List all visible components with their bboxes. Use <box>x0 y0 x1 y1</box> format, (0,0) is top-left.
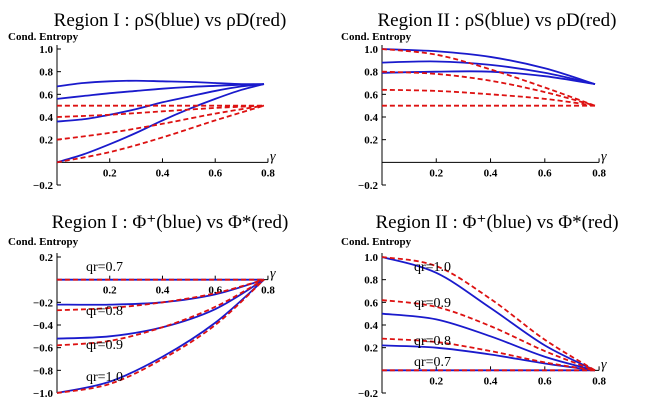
annotation-label: qr=0.9 <box>414 296 451 311</box>
y-tick-label: 0.2 <box>364 135 378 147</box>
y-tick-label: −1.0 <box>33 388 54 398</box>
y-tick-label: −0.6 <box>33 343 54 355</box>
chart-title: Region I : ρS(blue) vs ρD(red) <box>54 10 287 31</box>
y-tick-label: −0.2 <box>33 180 54 192</box>
series-line-red-8 <box>56 104 265 164</box>
y-axis-label: Cond. Entropy <box>8 236 79 248</box>
annotation-label: qr=1.0 <box>414 260 451 275</box>
series-line-red-4 <box>381 48 596 107</box>
series-line-blue-1 <box>381 48 596 85</box>
x-tick-label: 0.2 <box>429 375 443 387</box>
series-line-red-5 <box>381 70 596 107</box>
y-tick-label: 0.2 <box>39 252 53 264</box>
y-tick-label: 0.6 <box>364 297 378 309</box>
x-axis-label: γ <box>270 149 276 164</box>
series-line-blue-3 <box>56 83 265 123</box>
series-line-blue-2 <box>56 83 265 100</box>
y-axis-label: Cond. Entropy <box>341 236 412 248</box>
y-axis-label: Cond. Entropy <box>341 31 412 43</box>
annotation-label: qr=0.7 <box>414 355 451 370</box>
y-tick-label: −0.2 <box>358 388 379 398</box>
x-tick-label: 0.6 <box>538 167 552 179</box>
y-tick-label: 1.0 <box>364 252 378 264</box>
y-tick-label: 0.2 <box>364 343 378 355</box>
x-tick-label: 0.4 <box>484 375 498 387</box>
y-tick-label: 0.6 <box>39 89 53 101</box>
x-tick-label: 0.8 <box>592 167 606 179</box>
y-tick-label: 1.0 <box>364 44 378 56</box>
series-line-blue-2 <box>381 60 596 86</box>
annotation-label: qr=0.7 <box>86 260 123 275</box>
annotation-label: qr=0.9 <box>86 338 123 353</box>
chart-title: Region I : Φ⁺(blue) vs Φ*(red) <box>52 212 289 233</box>
chart-title: Region II : Φ⁺(blue) vs Φ*(red) <box>375 212 618 233</box>
y-tick-label: 0.8 <box>364 67 378 79</box>
y-tick-label: 0.8 <box>39 67 53 79</box>
y-tick-label: −0.8 <box>33 365 54 377</box>
y-tick-label: 0.4 <box>39 112 53 124</box>
y-tick-label: 0.6 <box>364 89 378 101</box>
y-tick-label: 0.4 <box>364 112 378 124</box>
x-tick-label: 0.8 <box>592 375 606 387</box>
panel-3: Region I : Φ⁺(blue) vs Φ*(red) Cond. Entr… <box>8 212 288 398</box>
annotation-label: qr=0.8 <box>414 334 451 349</box>
series-line-red-8 <box>56 279 265 394</box>
chart-title: Region II : ρS(blue) vs ρD(red) <box>378 10 617 31</box>
series-line-red-6 <box>381 88 596 107</box>
x-tick-label: 0.4 <box>156 167 170 179</box>
x-tick-label: 0.8 <box>261 167 275 179</box>
x-tick-label: 0.4 <box>484 167 498 179</box>
y-tick-label: 0.4 <box>364 320 378 332</box>
x-tick-label: 0.8 <box>261 285 275 297</box>
annotation-label: qr=0.8 <box>86 304 123 319</box>
series-line-red-7 <box>56 278 265 347</box>
x-axis-label: γ <box>270 267 276 282</box>
x-tick-label: 0.6 <box>538 375 552 387</box>
x-axis-label: γ <box>601 357 607 372</box>
series-line-red-7 <box>56 104 265 141</box>
panel-2: Region II : ρS(blue) vs ρD(red)Cond. Ent… <box>341 10 617 192</box>
series-line-red-5 <box>381 256 596 372</box>
y-tick-label: −0.4 <box>33 320 54 332</box>
series-line-red-7 <box>381 337 596 372</box>
annotation-label: qr=1.0 <box>86 370 123 385</box>
y-tick-label: −0.2 <box>33 297 54 309</box>
series-line-blue-4 <box>56 83 265 164</box>
series-line-blue-3 <box>381 70 596 86</box>
y-tick-label: 1.0 <box>39 44 53 56</box>
series-line-blue-4 <box>56 278 265 394</box>
series-line-blue-2 <box>381 312 596 372</box>
series-line-red-6 <box>56 104 265 118</box>
x-tick-label: 0.4 <box>156 285 170 297</box>
series-line-blue-1 <box>381 256 596 372</box>
y-tick-label: 0.2 <box>39 135 53 147</box>
series-line-blue-1 <box>56 79 265 88</box>
x-tick-label: 0.2 <box>103 167 117 179</box>
panel-1: Region I : ρS(blue) vs ρD(red)Cond. Entr… <box>8 10 286 192</box>
y-axis-label: Cond. Entropy <box>8 31 79 43</box>
y-tick-label: −0.2 <box>358 180 379 192</box>
series-line-red-6 <box>56 278 265 312</box>
y-tick-label: 0.8 <box>364 275 378 287</box>
x-tick-label: 0.2 <box>103 285 117 297</box>
panel-4: Region II : Φ⁺(blue) vs Φ*(red) Cond. Ent… <box>341 212 619 398</box>
x-tick-label: 0.6 <box>208 167 222 179</box>
x-tick-label: 0.2 <box>429 167 443 179</box>
series-line-red-6 <box>381 299 596 372</box>
x-axis-label: γ <box>601 149 607 164</box>
series-line-blue-3 <box>381 344 596 372</box>
